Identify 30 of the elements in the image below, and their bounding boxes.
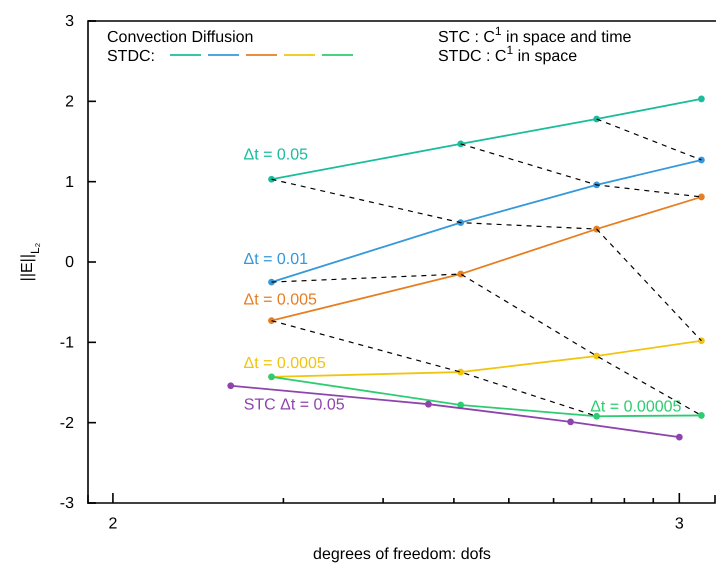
- annotation: STDC : C$^{1}$ in space: [438, 43, 578, 65]
- series-label: Δt = 0.05: [244, 146, 308, 164]
- point: [268, 278, 275, 286]
- y-tick-label: -3: [60, 495, 74, 512]
- point: [698, 194, 705, 200]
- y-tick-label: 1: [65, 174, 74, 191]
- point: [567, 418, 574, 426]
- point: [698, 96, 705, 102]
- legend-title: STDC:: [107, 48, 155, 65]
- point: [593, 412, 600, 420]
- y-tick-label: 3: [65, 13, 74, 30]
- series-label: Δt = 0.00005: [590, 398, 682, 416]
- point: [425, 400, 432, 408]
- point: [593, 352, 600, 360]
- point: [227, 382, 234, 390]
- text: Convection Diffusion: [107, 29, 254, 46]
- y-tick-label: -1: [60, 334, 74, 352]
- point: [698, 412, 705, 419]
- series-label: Δt = 0.0005: [244, 354, 326, 372]
- y-tick-label: 0: [65, 254, 74, 272]
- x-axis-title: degrees of freedom: dofs: [313, 546, 491, 563]
- annotation: STC : C$^{1}$ in space and time: [438, 24, 632, 46]
- point: [457, 270, 464, 278]
- point: [676, 434, 683, 441]
- y-tick-label: 2: [65, 93, 74, 110]
- series-label: STC Δt = 0.05: [244, 396, 345, 414]
- series-label: Δt = 0.01: [244, 251, 308, 268]
- point: [457, 368, 464, 376]
- y-tick-label: -2: [60, 414, 74, 432]
- series-label: Δt = 0.005: [244, 292, 318, 309]
